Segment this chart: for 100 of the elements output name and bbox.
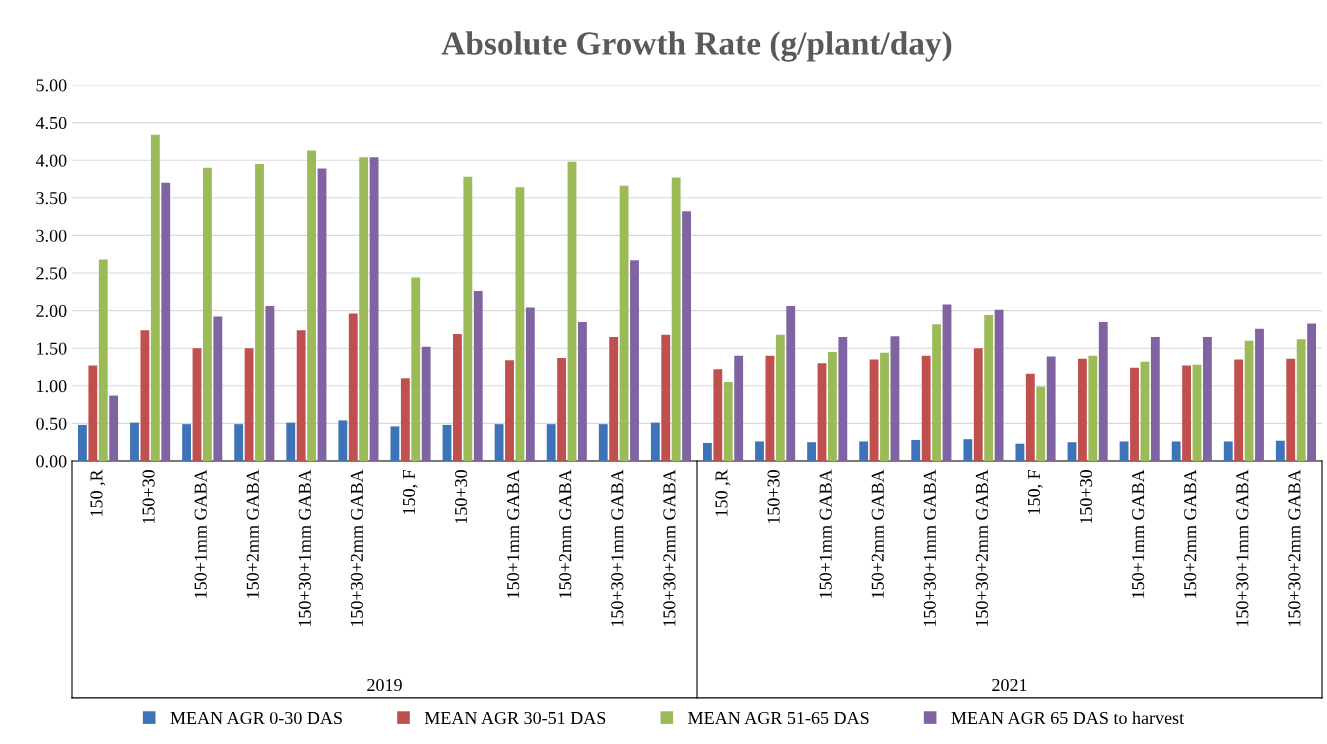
- x-tick-label: 150+1mm GABA: [194, 469, 207, 598]
- y-tick-label: 3.00: [36, 229, 67, 242]
- bar: [1015, 443, 1025, 461]
- y-tick-label: 2.50: [36, 267, 67, 280]
- bar: [1067, 442, 1077, 461]
- bar: [911, 439, 921, 461]
- x-tick-label: 150+30+2mm GABA: [1288, 469, 1301, 627]
- bar: [411, 277, 421, 461]
- y-tick-label: 5.00: [36, 79, 67, 92]
- bar: [963, 439, 973, 461]
- bar: [1077, 358, 1087, 461]
- bar: [525, 307, 535, 461]
- legend-label: MEAN AGR 0-30 DAS: [170, 711, 342, 725]
- y-tick-label: 0.50: [36, 417, 67, 430]
- legend-label: MEAN AGR 51-65 DAS: [688, 711, 869, 725]
- bar: [109, 395, 119, 461]
- bar: [473, 291, 483, 461]
- x-tick-label: 150+30: [1079, 470, 1093, 524]
- bar: [859, 441, 869, 461]
- x-tick-label: 150+1mm GABA: [819, 469, 832, 598]
- chart-title: Absolute Growth Rate (g/plant/day): [441, 31, 952, 62]
- bar: [150, 134, 160, 461]
- x-tick-label: 150+30+2mm GABA: [663, 469, 676, 627]
- bar: [390, 426, 400, 461]
- y-tick-label: 3.50: [36, 192, 67, 205]
- bar: [786, 306, 796, 461]
- bar: [140, 330, 150, 461]
- bar: [359, 157, 369, 461]
- bar: [1036, 386, 1046, 461]
- bar: [192, 348, 202, 461]
- bar: [1182, 365, 1192, 461]
- bar: [338, 420, 348, 461]
- bar: [1088, 355, 1098, 461]
- bar: [515, 187, 525, 461]
- bar: [1046, 356, 1056, 461]
- bar: [817, 363, 827, 461]
- x-tick-label: 150+2mm GABA: [871, 469, 884, 598]
- bar: [317, 168, 327, 461]
- bar: [234, 424, 244, 461]
- x-tick-label: 150+30: [454, 470, 468, 524]
- x-tick-label: 150+30+2mm GABA: [350, 469, 363, 627]
- bar: [1119, 441, 1129, 461]
- bar: [942, 304, 952, 461]
- bar: [463, 176, 473, 461]
- x-tick-label: 150 ,R: [715, 469, 731, 516]
- bar: [1130, 367, 1139, 461]
- x-tick-label: 150+2mm GABA: [246, 469, 259, 598]
- bar: [755, 441, 764, 461]
- x-tick-label: 150+30+2mm GABA: [975, 469, 988, 627]
- bar: [609, 336, 619, 461]
- bar: [494, 424, 504, 461]
- x-tick-label: 150+30+1mm GABA: [298, 469, 311, 627]
- bar: [505, 360, 514, 461]
- bar: [161, 182, 171, 461]
- bar: [296, 330, 306, 461]
- x-tick-label: 150 ,R: [90, 469, 106, 516]
- bar: [400, 378, 410, 461]
- y-tick-label: 1.50: [37, 342, 67, 355]
- x-tick-label: 150+1mm GABA: [1132, 469, 1145, 598]
- bar: [369, 157, 379, 461]
- bar: [202, 167, 212, 461]
- bar: [619, 185, 629, 461]
- bar: [827, 351, 837, 461]
- y-tick-label: 2.00: [36, 304, 67, 318]
- bar: [994, 309, 1004, 461]
- bar: [650, 422, 660, 461]
- bar: [182, 424, 192, 461]
- legend-label: MEAN AGR 30-51 DAS: [424, 711, 606, 725]
- bar: [1234, 359, 1244, 461]
- bar: [984, 315, 994, 461]
- legend-label: MEAN AGR 65 DAS to harvest: [951, 711, 1185, 725]
- x-tick-label: 150+30+1mm GABA: [1236, 469, 1249, 627]
- bar: [973, 348, 983, 461]
- bar: [452, 333, 462, 461]
- x-tick-label: 150, F: [1027, 469, 1043, 514]
- bar: [838, 336, 848, 461]
- bar: [421, 346, 431, 461]
- bar: [598, 424, 608, 461]
- x-tick-label: 150+30: [767, 470, 780, 524]
- bar: [557, 357, 567, 461]
- bar: [255, 163, 264, 461]
- bar: [1223, 441, 1233, 461]
- x-tick-label: 150+30+1mm GABA: [611, 469, 624, 627]
- text: 2021: [992, 678, 1027, 692]
- y-tick-label: 4.50: [35, 116, 67, 130]
- bar: [546, 424, 556, 461]
- bar: [1275, 440, 1285, 461]
- bar: [213, 316, 223, 461]
- bar: [1140, 361, 1150, 461]
- y-tick-label: 4.00: [35, 154, 67, 167]
- bar: [130, 422, 139, 461]
- bar: [265, 306, 275, 461]
- bar: [1098, 321, 1108, 461]
- bar: [630, 260, 639, 461]
- bar: [1255, 328, 1264, 461]
- bar: [77, 424, 87, 461]
- bar: [1025, 373, 1035, 461]
- x-tick-label: 150+2mm GABA: [559, 469, 572, 598]
- x-tick-label: 150+2mm GABA: [1184, 469, 1197, 598]
- bar: [348, 313, 358, 461]
